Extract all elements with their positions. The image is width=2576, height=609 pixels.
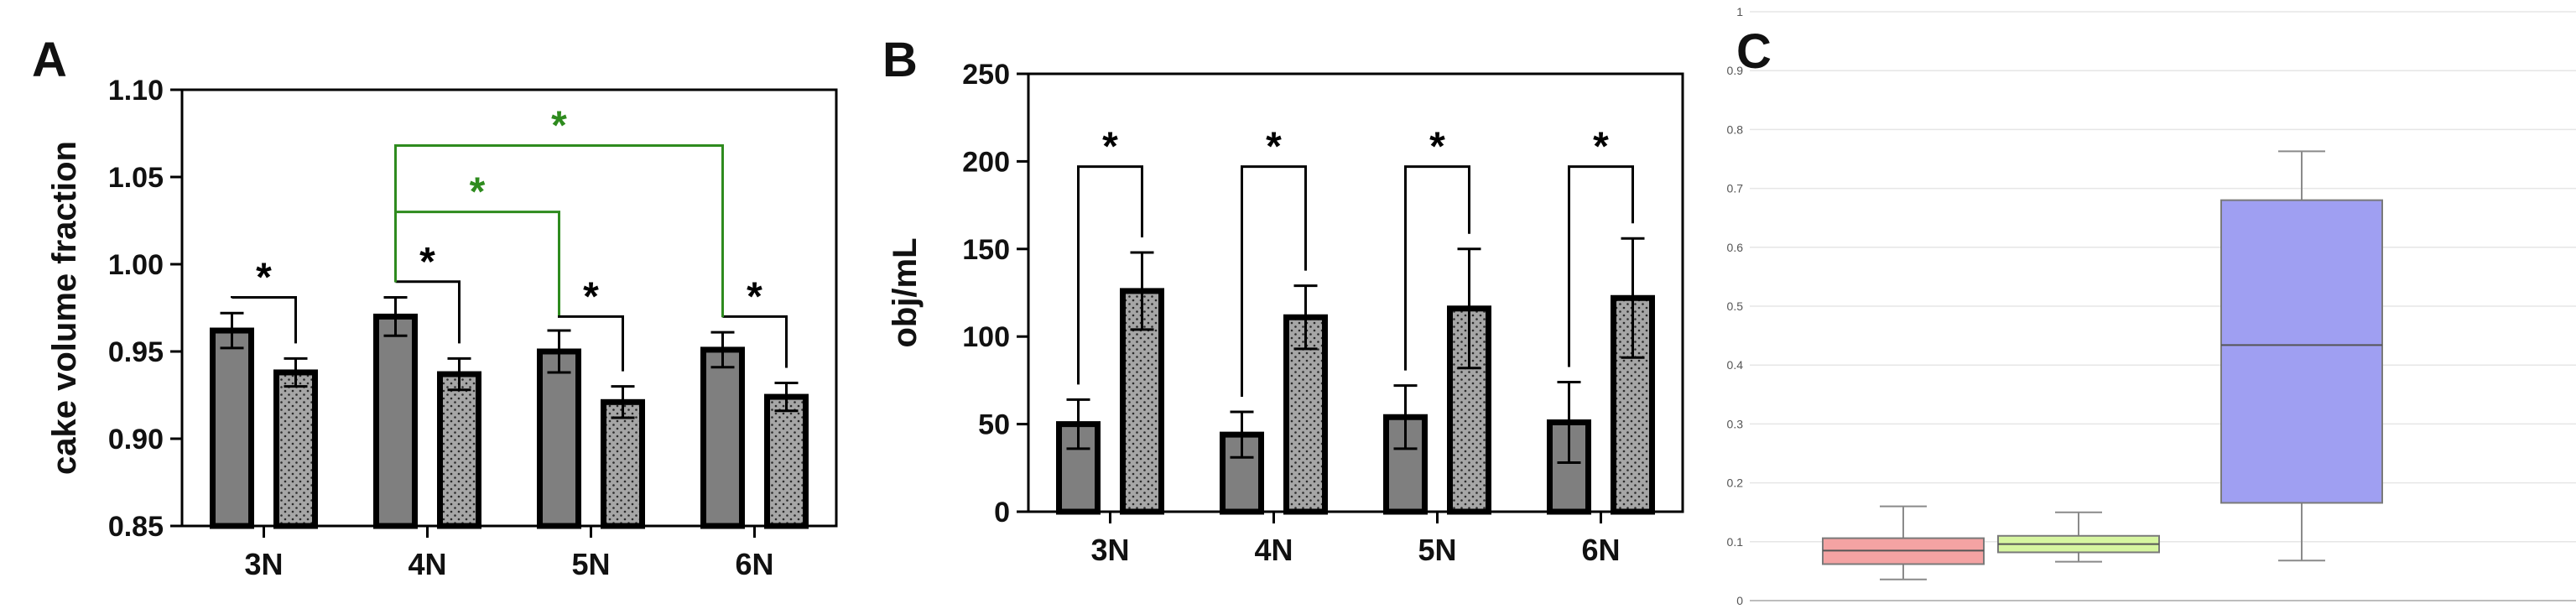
significance-star: *	[747, 274, 762, 319]
x-tick-label: 5N	[571, 547, 610, 581]
significance-bracket	[231, 296, 297, 344]
y-tick-label: 0.95	[108, 336, 164, 368]
y-tick-label: 1.05	[108, 162, 164, 194]
y-tick-label: 0	[1736, 594, 1743, 607]
bar-solid	[210, 327, 254, 529]
significance-star: *	[1266, 125, 1282, 169]
plot-frame	[180, 88, 838, 528]
x-tick-label: 4N	[1254, 533, 1293, 567]
bar-dotted	[437, 371, 481, 529]
bar-dotted	[273, 369, 318, 529]
panel-label-b: B	[882, 33, 918, 87]
bar-solid	[537, 348, 581, 529]
chart-a: 0.85 0.90 0.95 1.00 1.05 1.10 cake volume frac…	[46, 75, 838, 581]
y-tick-label: 0.5	[1727, 299, 1744, 313]
significance-bracket	[1404, 165, 1470, 371]
bar-solid	[373, 313, 418, 529]
significance-star: *	[1102, 125, 1118, 169]
y-tick-label: 0	[994, 497, 1010, 528]
significance-star: *	[1429, 125, 1445, 169]
y-tick-label: 250	[962, 59, 1010, 91]
y-tick-label: 0.8	[1727, 122, 1744, 136]
x-tick-label: 3N	[1090, 533, 1129, 567]
x-tick-label: 6N	[735, 547, 773, 581]
chart-c: 0 0.1 0.2 0.3 0.4 0.5 0.6 0.7 0.8 0.9 1	[1727, 5, 2576, 607]
y-tick-label: 0.7	[1727, 182, 1744, 195]
plot-frame	[1027, 72, 1684, 513]
y-tick-label: 200	[962, 146, 1010, 178]
bar-solid	[700, 346, 745, 529]
significance-star: *	[470, 170, 486, 215]
y-axis-label: obj/mL	[887, 237, 924, 347]
x-tick-label: 6N	[1581, 533, 1620, 567]
significance-star: *	[419, 240, 435, 284]
y-tick-label: 50	[978, 409, 1010, 441]
y-tick-label: 1.00	[108, 249, 164, 281]
bar-dotted	[764, 393, 809, 529]
significance-bracket	[1241, 165, 1307, 397]
y-tick-label: 1	[1736, 5, 1743, 18]
y-tick-label: 0.4	[1727, 358, 1744, 372]
significance-star: *	[551, 104, 567, 148]
x-tick-label: 5N	[1418, 533, 1456, 567]
significance-star: *	[1593, 125, 1609, 169]
x-tick-label: 3N	[244, 547, 283, 581]
significance-bracket	[394, 144, 724, 318]
y-axis-label: cake volume fraction	[46, 141, 83, 475]
y-tick-label: 0.85	[108, 511, 164, 543]
y-tick-label: 100	[962, 321, 1010, 353]
y-tick-label: 1.10	[108, 75, 164, 107]
bar-dotted	[601, 398, 645, 529]
bar-dotted	[1611, 294, 1655, 515]
x-tick-label: 4N	[408, 547, 446, 581]
significance-bracket	[1077, 165, 1143, 385]
y-tick-label: 0.1	[1727, 535, 1744, 549]
significance-star: *	[583, 274, 599, 319]
significance-bracket	[558, 315, 624, 372]
y-tick-label: 0.2	[1727, 476, 1744, 490]
panel-label-c: C	[1736, 24, 1772, 79]
y-tick-label: 0.9	[1727, 64, 1744, 77]
y-tick-label: 0.90	[108, 424, 164, 455]
y-tick-label: 150	[962, 234, 1010, 266]
box-blue	[2220, 199, 2383, 504]
panel-label-a: A	[32, 33, 67, 87]
y-tick-label: 0.3	[1727, 417, 1744, 430]
y-tick-label: 0.6	[1727, 241, 1744, 254]
significance-star: *	[256, 256, 272, 300]
significance-bracket	[1568, 165, 1634, 367]
chart-b: 0 50 100 150 200 250 obj/mL 3N 4N 5N 6N * * * *	[887, 59, 1684, 567]
